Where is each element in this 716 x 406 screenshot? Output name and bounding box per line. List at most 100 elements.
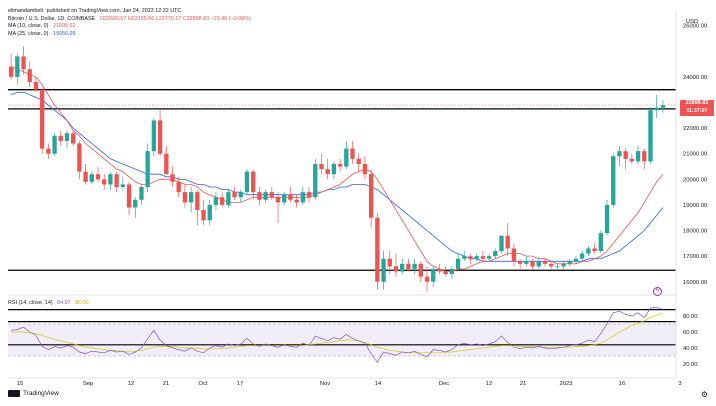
- ma25-legend[interactable]: MA (25, close, 0) 19056.99: [8, 31, 251, 39]
- last-price: 22898.83: [685, 100, 709, 106]
- candle-body: [431, 268, 436, 282]
- candle-body: [629, 158, 635, 162]
- price-tick-label: 21000.00: [683, 152, 707, 158]
- candle-body: [213, 197, 219, 205]
- published-note: published on TradingView.com, Jan 24, 20…: [46, 8, 182, 14]
- price-pane[interactable]: [8, 46, 676, 292]
- price-tick-label: 22000.00: [683, 126, 707, 132]
- candle-body: [114, 174, 119, 188]
- price-tick-label: 17000.00: [683, 254, 707, 260]
- candle-body: [611, 156, 616, 205]
- candle-body: [561, 263, 566, 267]
- settings-icon[interactable]: ⚙: [700, 390, 709, 399]
- rsi-tick-label: 80.00: [683, 314, 698, 320]
- time-tick-label: Sep: [83, 381, 93, 387]
- author-label: elimandambelt: [8, 8, 44, 14]
- candle-body: [288, 194, 293, 200]
- candle-body: [95, 174, 101, 180]
- candle-body: [176, 181, 181, 193]
- candle-body: [524, 261, 529, 264]
- candle-body: [71, 133, 76, 144]
- candle-body: [375, 217, 380, 282]
- candle-body: [170, 174, 175, 182]
- rsi-line: [11, 306, 664, 364]
- price-tick-label: 18000.00: [683, 229, 707, 235]
- candle-body: [182, 192, 188, 203]
- candle-body: [530, 261, 535, 267]
- candle-body: [219, 197, 225, 205]
- ma10-legend[interactable]: MA (10, close, 0) 21895.52: [8, 23, 251, 31]
- candle-body: [511, 248, 517, 262]
- rsi-label: RSI (14, close, 14): [8, 300, 53, 306]
- candle-body: [27, 69, 32, 83]
- candle-body: [306, 192, 312, 198]
- ma25-value: 19056.99: [52, 30, 76, 37]
- symbol-title: Bitcoin / U.S. Dollar, 1D, COINBASE: [8, 15, 96, 22]
- candle-body: [33, 82, 39, 90]
- candle-body: [393, 266, 399, 272]
- candle-body: [188, 192, 194, 203]
- candle-body: [449, 268, 455, 275]
- time-tick-label: 17: [237, 381, 243, 387]
- candle-body: [201, 210, 206, 221]
- price-tick-label: 26000.00: [683, 24, 707, 30]
- time-tick-label: 3: [678, 381, 681, 387]
- candle-body: [642, 151, 647, 162]
- candle-body: [263, 192, 268, 200]
- ma10-label: MA (10, close, 0): [8, 23, 49, 30]
- rsi-sma-line: [11, 312, 664, 354]
- time-tick-label: 21: [520, 381, 526, 387]
- candle-body: [462, 256, 467, 259]
- candle-body: [133, 199, 138, 208]
- candle-body: [418, 263, 423, 277]
- rsi-pane[interactable]: [8, 306, 676, 364]
- candle-body: [499, 235, 504, 252]
- candle-body: [83, 171, 88, 182]
- candle-body: [455, 258, 461, 269]
- time-tick-label: 14: [375, 381, 382, 387]
- candle-body: [617, 151, 622, 157]
- symbol-line[interactable]: Bitcoin / U.S. Dollar, 1D, COINBASE O229…: [8, 16, 251, 24]
- candle-body: [52, 135, 57, 154]
- candle-body: [337, 163, 343, 167]
- chart-legend: elimandambelt published on TradingView.c…: [8, 8, 251, 38]
- candle-body: [145, 151, 150, 188]
- ohlc-values: O22920.67 H23165.56 L22779.17 C22898.83 …: [99, 15, 251, 22]
- candle-body: [46, 148, 51, 154]
- candle-body: [39, 89, 45, 149]
- candle-body: [244, 171, 250, 193]
- candle-body: [654, 107, 659, 111]
- tradingview-logo[interactable]: TradingView: [8, 390, 59, 397]
- candle-body: [331, 163, 337, 175]
- candle-body: [120, 184, 126, 188]
- ma10-line: [10, 66, 664, 272]
- candle-body: [108, 174, 113, 185]
- time-tick-label: 12: [486, 381, 492, 387]
- candle-body: [257, 192, 262, 200]
- candle-body: [505, 235, 510, 249]
- rsi-tick-label: 40.00: [683, 346, 698, 352]
- candle-body: [151, 120, 157, 152]
- candle-body: [381, 258, 386, 282]
- rsi-legend[interactable]: RSI (14, close, 14) 84.97 86.00: [8, 300, 89, 306]
- candle-body: [232, 192, 237, 198]
- rsi-tick-label: 20.00: [683, 362, 698, 368]
- time-tick-label: 12: [128, 381, 134, 387]
- time-tick-label: Oct: [198, 381, 207, 387]
- candle-body: [412, 263, 417, 269]
- time-tick-label: 16: [619, 381, 625, 387]
- candle-body: [635, 151, 641, 162]
- candle-body: [592, 248, 597, 252]
- candle-body: [400, 263, 405, 272]
- candle-body: [325, 169, 330, 175]
- alert-icon[interactable]: ϟ: [653, 287, 662, 296]
- candle-body: [269, 192, 274, 198]
- price-tick-label: 24000.00: [683, 75, 707, 81]
- candle-body: [157, 120, 163, 154]
- candle-body: [567, 261, 572, 264]
- last-price-badge: 22898.83 11:37:07: [680, 100, 714, 116]
- candle-body: [648, 110, 653, 162]
- candle-body: [102, 179, 107, 185]
- candle-body: [350, 148, 355, 159]
